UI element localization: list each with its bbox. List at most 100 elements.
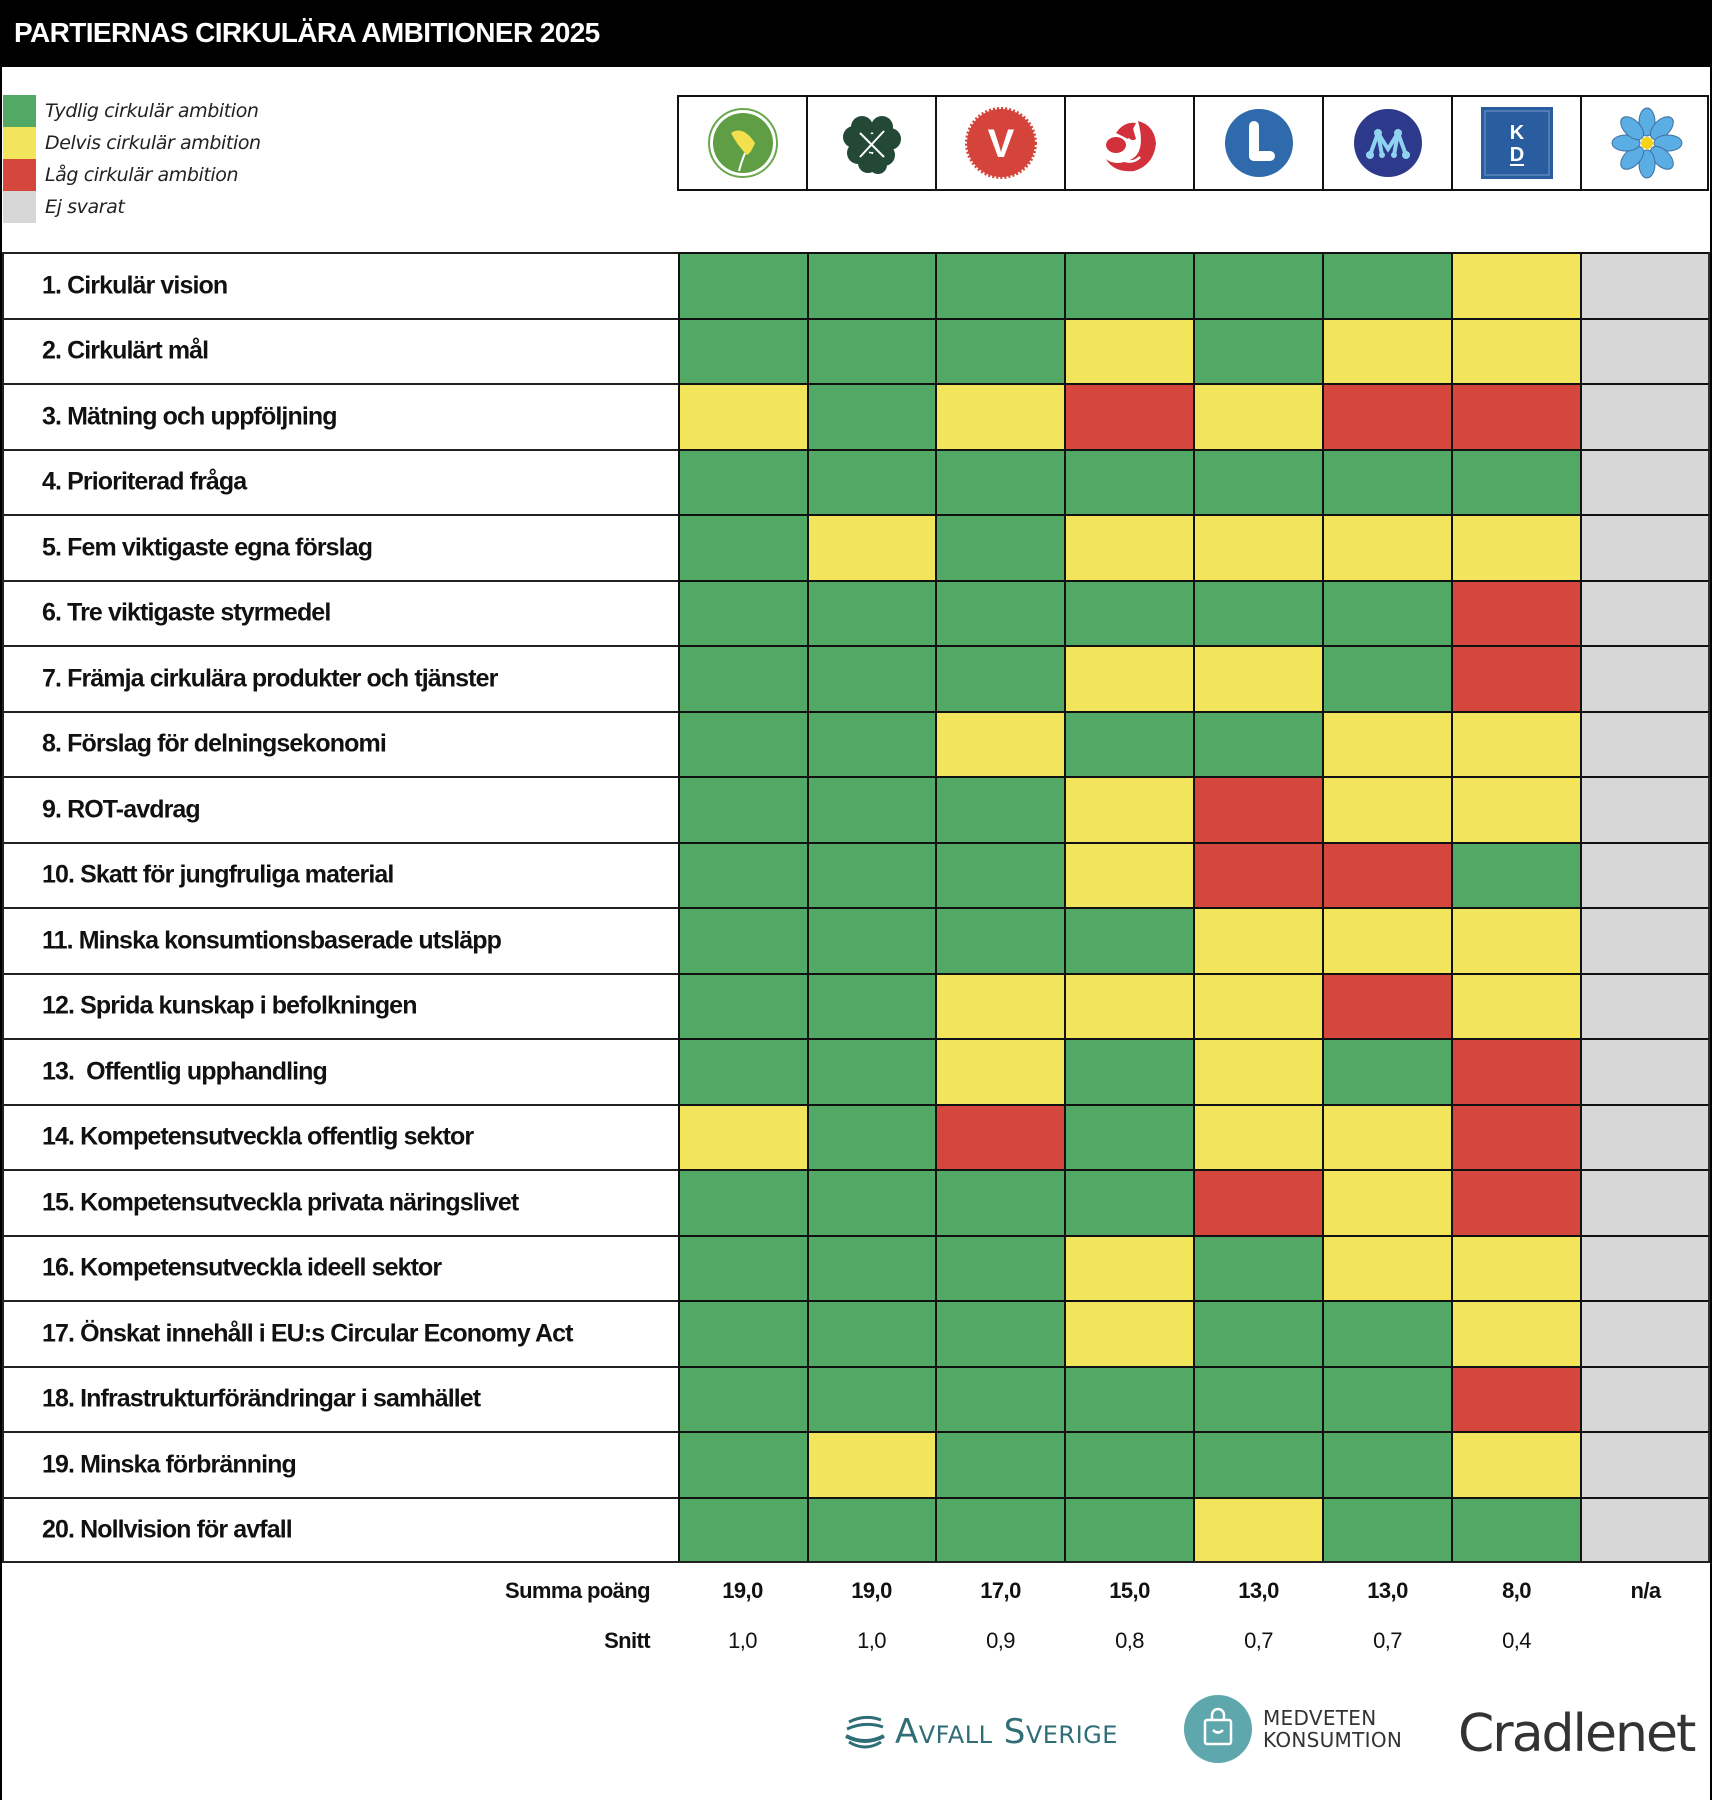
rating-cell-green: [935, 841, 1065, 907]
row-label-cell: 19. Minska förbränning: [2, 1431, 678, 1497]
rating-cell-yellow: [1064, 1300, 1194, 1366]
row-label: 4. Prioriterad fråga: [42, 467, 247, 496]
rating-cell-yellow: [1064, 645, 1194, 711]
rating-cell-green: [677, 317, 807, 383]
rating-cell-grey: [1580, 1365, 1710, 1431]
vansterpartiet-logo-icon: V: [964, 107, 1037, 179]
rating-cell-green: [806, 1234, 936, 1300]
rating-cell-grey: [1580, 1103, 1710, 1169]
row-label: 20. Nollvision för avfall: [42, 1515, 293, 1544]
table-row: 13. Offentlig upphandling: [2, 1038, 1710, 1104]
table-row: 6. Tre viktigaste styrmedel: [2, 579, 1710, 645]
rating-cell-green: [677, 1234, 807, 1300]
rating-cell-yellow: [1193, 1496, 1323, 1562]
rating-cell-green: [806, 776, 936, 842]
rating-cell-yellow: [1322, 776, 1452, 842]
row-label-cell: 5. Fem viktigaste egna förslag: [2, 514, 678, 580]
rating-cell-green: [677, 579, 807, 645]
rating-cell-grey: [1580, 645, 1710, 711]
rating-cell-green: [806, 645, 936, 711]
rating-cell-yellow: [806, 1431, 936, 1497]
rating-cell-red: [1451, 1365, 1581, 1431]
row-label: 14. Kompetensutveckla offentlig sektor: [42, 1122, 474, 1151]
row-label: 19. Minska förbränning: [42, 1450, 297, 1479]
rating-cell-yellow: [1451, 1431, 1581, 1497]
rating-cell-green: [677, 252, 807, 318]
medveten-konsumtion-logo: MEDVETEN KONSUMTION: [1183, 1694, 1402, 1764]
rating-cell-green: [677, 514, 807, 580]
rating-cell-green: [677, 972, 807, 1038]
rating-cell-red: [1451, 383, 1581, 449]
rating-cell-green: [1193, 1300, 1323, 1366]
row-label-cell: 7. Främja cirkulära produkter och tjänst…: [2, 645, 678, 711]
party-logo-cell: [1066, 97, 1195, 189]
row-label: 16. Kompetensutveckla ideell sektor: [42, 1253, 442, 1282]
rating-cell-red: [1064, 383, 1194, 449]
rating-cell-green: [935, 1234, 1065, 1300]
sum-value: 15,0: [1109, 1578, 1150, 1603]
rating-cell-yellow: [1322, 1103, 1452, 1169]
rating-cell-grey: [1580, 1496, 1710, 1562]
sum-value: 13,0: [1238, 1578, 1279, 1603]
rating-cell-yellow: [1193, 514, 1323, 580]
rating-cell-red: [1451, 1038, 1581, 1104]
rating-cell-yellow: [1451, 252, 1581, 318]
party-logo-cell: [1195, 97, 1324, 189]
rating-cell-green: [1064, 1365, 1194, 1431]
rating-cell-green: [1064, 710, 1194, 776]
party-logo-cell: V: [937, 97, 1066, 189]
rating-cell-green: [1064, 1496, 1194, 1562]
rating-cell-yellow: [1064, 776, 1194, 842]
row-label: 2. Cirkulärt mål: [42, 336, 209, 365]
row-label-cell: 15. Kompetensutveckla privata näringsliv…: [2, 1169, 678, 1235]
rating-cell-grey: [1580, 252, 1710, 318]
rating-cell-green: [806, 972, 936, 1038]
rating-cell-green: [1322, 1300, 1452, 1366]
sum-value: 19,0: [851, 1578, 892, 1603]
row-label-cell: 12. Sprida kunskap i befolkningen: [2, 972, 678, 1038]
row-label-cell: 14. Kompetensutveckla offentlig sektor: [2, 1103, 678, 1169]
legend-swatch-yellow: [3, 127, 36, 159]
rating-cell-yellow: [1451, 1300, 1581, 1366]
avfall-sverige-logo: Avfall Sverige: [843, 1712, 1118, 1752]
rating-cell-yellow: [1064, 1234, 1194, 1300]
table-row: 4. Prioriterad fråga: [2, 448, 1710, 514]
rating-cell-green: [935, 1431, 1065, 1497]
row-label-cell: 17. Önskat innehåll i EU:s Circular Econ…: [2, 1300, 678, 1366]
avg-value: 0,7: [1244, 1628, 1273, 1653]
row-label-cell: 13. Offentlig upphandling: [2, 1038, 678, 1104]
legend-swatch-green: [3, 95, 36, 127]
rating-cell-green: [1451, 448, 1581, 514]
row-label-cell: 16. Kompetensutveckla ideell sektor: [2, 1234, 678, 1300]
rating-cell-red: [1193, 1169, 1323, 1235]
table-row: 7. Främja cirkulära produkter och tjänst…: [2, 645, 1710, 711]
table-row: 11. Minska konsumtionsbaserade utsläpp: [2, 907, 1710, 973]
rating-cell-grey: [1580, 972, 1710, 1038]
legend-item-grey: Ej svarat: [3, 191, 303, 223]
row-label: 13. Offentlig upphandling: [42, 1057, 328, 1086]
row-label: 11. Minska konsumtionsbaserade utsläpp: [42, 926, 502, 955]
avg-value: 0,7: [1373, 1628, 1402, 1653]
row-label-cell: 8. Förslag för delningsekonomi: [2, 710, 678, 776]
rating-cell-grey: [1580, 1169, 1710, 1235]
rating-cell-green: [935, 252, 1065, 318]
sum-value: 19,0: [722, 1578, 763, 1603]
summary-sum-row: Summa poäng 19,0 19,0 17,0 15,0 13,0 13,0 8,0 n…: [0, 1578, 1712, 1628]
rating-cell-yellow: [1322, 1169, 1452, 1235]
rating-cell-green: [1322, 645, 1452, 711]
table-row: 15. Kompetensutveckla privata näringsliv…: [2, 1169, 1710, 1235]
rating-cell-green: [1193, 252, 1323, 318]
svg-text:D: D: [1509, 144, 1523, 166]
table-row: 14. Kompetensutveckla offentlig sektor: [2, 1103, 1710, 1169]
rating-cell-red: [1322, 841, 1452, 907]
rating-cell-yellow: [1451, 972, 1581, 1038]
rating-cell-red: [1193, 776, 1323, 842]
avg-value: 1,0: [857, 1628, 886, 1653]
rating-cell-green: [935, 1300, 1065, 1366]
row-label: 1. Cirkulär vision: [42, 271, 228, 300]
rating-cell-green: [1322, 448, 1452, 514]
rating-cell-grey: [1580, 841, 1710, 907]
table-row: 8. Förslag för delningsekonomi: [2, 710, 1710, 776]
legend-label: Delvis cirkulär ambition: [45, 132, 261, 154]
